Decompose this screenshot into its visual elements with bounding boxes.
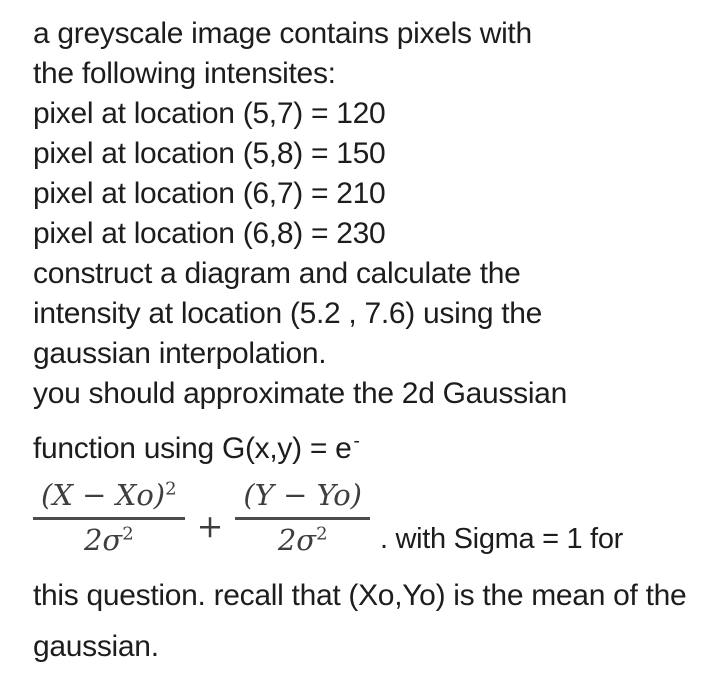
question-line: a greyscale image contains pixels with [33, 17, 532, 50]
fraction-numerator: (X − Xo)2 [33, 477, 185, 521]
pixel-intensity-line: pixel at location (6,7) = 210 [33, 177, 386, 210]
question-line: construct a diagram and calculate the [33, 257, 521, 290]
fraction-y-term: (Y − Yo) 2σ2 [235, 477, 370, 558]
fraction-denominator: 2σ2 [33, 520, 185, 558]
closing-text: this question. recall that (Xo,Yo) is th… [33, 570, 720, 672]
numerator-expression: (X − Xo) [41, 478, 166, 512]
denominator-exponent: 2 [122, 523, 134, 545]
pixel-intensity-line: pixel at location (6,8) = 230 [33, 217, 386, 250]
gaussian-function-line: function using G(x,y) = e- [33, 420, 720, 471]
pixel-intensity-line: pixel at location (5,7) = 120 [33, 97, 386, 130]
math-formula: (X − Xo)2 2σ2 + (Y − Yo) 2σ2 . with Sigm… [33, 477, 720, 558]
question-line: you should approximate the 2d Gaussian [33, 377, 567, 410]
fraction-x-term: (X − Xo)2 2σ2 [33, 477, 185, 558]
sigma-note: . with Sigma = 1 for [379, 523, 624, 556]
question-line: intensity at location (5.2 , 7.6) using … [33, 297, 543, 330]
question-line: gaussian. [33, 630, 159, 664]
fraction-denominator: 2σ2 [235, 520, 370, 558]
denominator-expression: 2σ [83, 523, 123, 558]
plus-operator: + [196, 506, 224, 545]
denominator-expression: 2σ [277, 523, 317, 558]
gaussian-function-text: function using G(x,y) = e [33, 432, 352, 465]
question-line: this question. recall that (Xo,Yo) is th… [33, 579, 687, 613]
numerator-exponent: 2 [165, 478, 177, 500]
exponent-minus-sign: - [353, 431, 360, 452]
question-line: gaussian interpolation. [33, 337, 327, 370]
fraction-numerator: (Y − Yo) [235, 477, 370, 521]
denominator-exponent: 2 [316, 523, 328, 545]
question-text: a greyscale image contains pixels with t… [33, 17, 720, 672]
pixel-intensity-line: pixel at location (5,8) = 150 [33, 137, 386, 170]
numerator-expression: (Y − Yo) [243, 478, 362, 512]
question-line: the following intensites: [33, 57, 336, 90]
